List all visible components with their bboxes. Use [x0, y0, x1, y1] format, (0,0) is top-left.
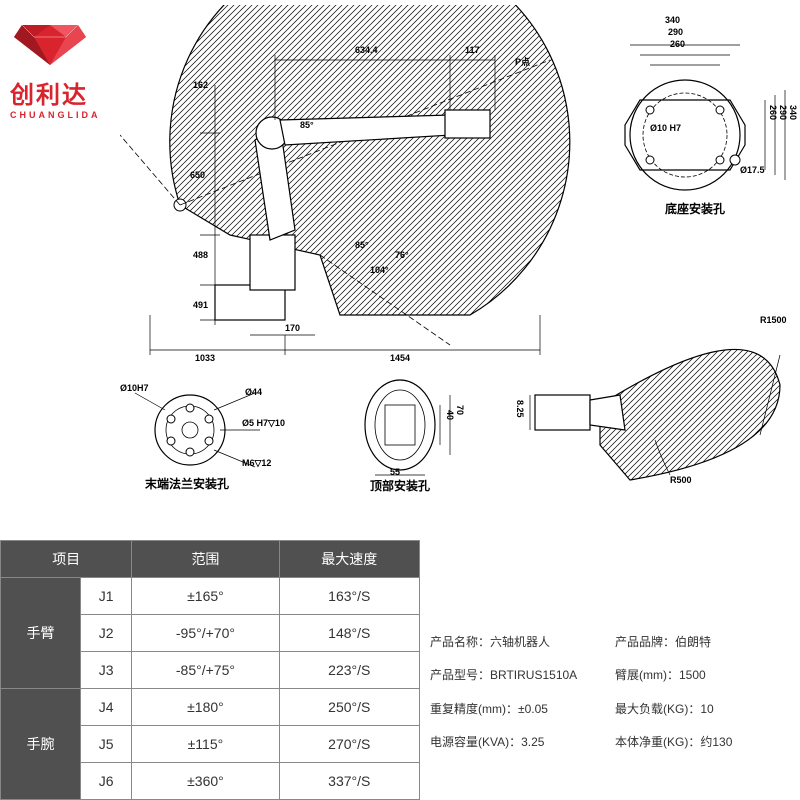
j4-speed: 250°/S: [279, 689, 420, 726]
technical-diagrams: 634.4 117 162 650 488 491 170 1033 1454 …: [120, 5, 790, 485]
j6: J6: [80, 763, 131, 800]
logo-text-cn: 创利达: [10, 75, 101, 110]
spec-value: 约130: [700, 735, 732, 749]
j3-range: -85°/+75°: [132, 652, 279, 689]
group-wrist: 手腕: [1, 689, 81, 800]
flange-title: 末端法兰安装孔: [145, 475, 229, 492]
fl-h2: Ø44: [245, 387, 262, 397]
j1-speed: 163°/S: [279, 578, 420, 615]
spec-row: 电源容量(KVA)：3.25 本体净重(KG)：约130: [430, 726, 800, 760]
bm-340: 340: [665, 15, 680, 25]
tm-55: 55: [390, 467, 400, 477]
flange-diagram: [135, 393, 260, 467]
th-speed: 最大速度: [279, 541, 420, 578]
th-range: 范围: [132, 541, 279, 578]
tm-70: 70: [455, 405, 465, 415]
p-point: P点: [515, 55, 530, 68]
tm-40: 40: [445, 410, 455, 420]
j3-speed: 223°/S: [279, 652, 420, 689]
fl-h4: M6▽12: [242, 458, 271, 469]
j6-range: ±360°: [132, 763, 279, 800]
j4: J4: [80, 689, 131, 726]
ang-85a: 85°: [300, 120, 314, 130]
bm-h2: Ø17.5: [740, 165, 765, 175]
ang-104: 104°: [370, 265, 389, 275]
top-mount-diagram: [365, 380, 450, 475]
spec-label: 臂展(mm)：: [615, 668, 679, 682]
j1: J1: [80, 578, 131, 615]
spec-value: ±0.05: [518, 702, 548, 716]
spec-value: 3.25: [521, 735, 544, 749]
sv-r1500: R1500: [760, 315, 787, 325]
dim-488: 488: [193, 250, 208, 260]
spec-label: 产品型号：: [430, 668, 490, 682]
dim-634: 634.4: [355, 45, 378, 55]
spec-value: 1500: [679, 668, 706, 682]
product-specs: 产品名称：六轴机器人 产品品牌：伯朗特 产品型号：BRTIRUS1510A 臂展…: [430, 626, 800, 760]
j5: J5: [80, 726, 131, 763]
bm-290v: 290: [778, 105, 788, 120]
j2: J2: [80, 615, 131, 652]
j2-speed: 148°/S: [279, 615, 420, 652]
spec-row: 产品型号：BRTIRUS1510A 臂展(mm)：1500: [430, 659, 800, 693]
dim-491: 491: [193, 300, 208, 310]
sv-825: 8.25: [515, 400, 525, 418]
group-arm: 手臂: [1, 578, 81, 689]
j3: J3: [80, 652, 131, 689]
spec-value: BRTIRUS1510A: [490, 668, 577, 682]
spec-label: 重复精度(mm)：: [430, 702, 518, 716]
ang-76: 76°: [395, 250, 409, 260]
spec-row: 重复精度(mm)：±0.05 最大负载(KG)：10: [430, 693, 800, 727]
bm-260: 260: [670, 39, 685, 49]
j6-speed: 337°/S: [279, 763, 420, 800]
spec-row: 产品名称：六轴机器人 产品品牌：伯朗特: [430, 626, 800, 660]
ang-85b: 85°: [355, 240, 369, 250]
spec-label: 产品名称：: [430, 635, 490, 649]
spec-label: 最大负载(KG)：: [615, 702, 700, 716]
spec-label: 本体净重(KG)：: [615, 735, 700, 749]
bm-260v: 260: [768, 105, 778, 120]
main-envelope-diagram: [120, 5, 570, 355]
bm-h1: Ø10 H7: [650, 123, 681, 133]
j5-range: ±115°: [132, 726, 279, 763]
spec-label: 电源容量(KVA)：: [430, 735, 521, 749]
base-mount-title: 底座安装孔: [665, 200, 725, 217]
fl-h3: Ø5 H7▽10: [242, 418, 285, 429]
j2-range: -95°/+70°: [132, 615, 279, 652]
spec-label: 产品品牌：: [615, 635, 675, 649]
bm-290: 290: [668, 27, 683, 37]
joint-spec-table: 项目 范围 最大速度 手臂 J1 ±165° 163°/S J2 -95°/+7…: [0, 540, 420, 800]
top-mount-title: 顶部安装孔: [370, 477, 430, 494]
dim-117: 117: [465, 45, 480, 55]
brand-logo: 创利达 CHUANGLIDA: [10, 20, 101, 120]
sv-r500: R500: [670, 475, 692, 485]
gem-icon: [10, 20, 90, 70]
side-view-diagram: [530, 349, 780, 480]
dim-650: 650: [190, 170, 205, 180]
dim-162: 162: [193, 80, 208, 90]
dim-170: 170: [285, 323, 300, 333]
fl-h1: Ø10H7: [120, 383, 149, 393]
spec-value: 10: [700, 702, 713, 716]
j5-speed: 270°/S: [279, 726, 420, 763]
bm-340v: 340: [788, 105, 798, 120]
dim-1454: 1454: [390, 353, 410, 363]
j4-range: ±180°: [132, 689, 279, 726]
spec-value: 六轴机器人: [490, 635, 550, 649]
logo-text-en: CHUANGLIDA: [10, 110, 101, 120]
j1-range: ±165°: [132, 578, 279, 615]
spec-value: 伯朗特: [675, 635, 711, 649]
dim-1033: 1033: [195, 353, 215, 363]
th-item: 项目: [1, 541, 132, 578]
